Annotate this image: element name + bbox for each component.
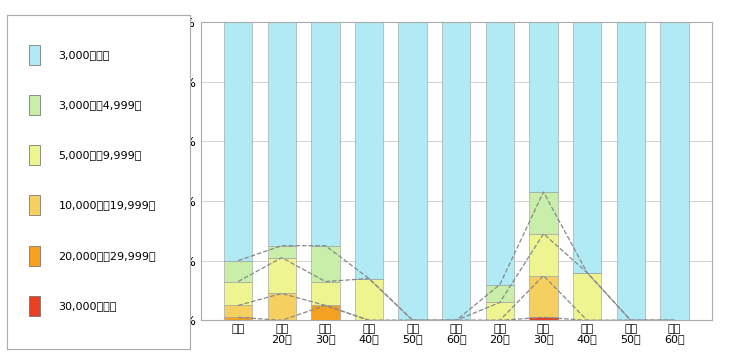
Bar (268, 293, 296, 320)
Bar (399, 22, 427, 320)
Bar (268, 258, 296, 293)
Bar (268, 22, 296, 246)
Text: 30,000円以上: 30,000円以上 (58, 301, 117, 311)
Bar (224, 317, 253, 320)
FancyBboxPatch shape (29, 95, 40, 115)
Bar (573, 273, 602, 320)
Bar (485, 22, 514, 285)
Text: 3,000円～4,999円: 3,000円～4,999円 (58, 100, 142, 110)
Bar (311, 305, 339, 320)
Bar (529, 234, 558, 276)
Bar (485, 285, 514, 302)
Bar (660, 22, 688, 320)
Bar (529, 22, 558, 192)
Bar (355, 22, 383, 278)
Bar (529, 192, 558, 234)
Text: 20,000円～29,999円: 20,000円～29,999円 (58, 251, 156, 261)
Text: 3,000円未満: 3,000円未満 (58, 50, 110, 60)
Bar (268, 246, 296, 258)
FancyBboxPatch shape (29, 246, 40, 266)
Bar (311, 281, 339, 305)
Bar (224, 281, 253, 305)
FancyBboxPatch shape (29, 145, 40, 165)
Bar (355, 278, 383, 320)
Bar (529, 276, 558, 317)
Bar (224, 22, 253, 261)
Bar (311, 22, 339, 246)
Bar (573, 22, 602, 273)
Bar (311, 246, 339, 281)
Bar (224, 305, 253, 317)
Bar (617, 22, 645, 320)
Text: 10,000円～19,999円: 10,000円～19,999円 (58, 201, 155, 210)
Bar (485, 302, 514, 320)
Bar (529, 317, 558, 320)
Text: 5,000円～9,999円: 5,000円～9,999円 (58, 150, 142, 160)
FancyBboxPatch shape (29, 195, 40, 215)
FancyBboxPatch shape (29, 45, 40, 65)
Bar (442, 22, 470, 320)
FancyBboxPatch shape (29, 296, 40, 316)
Bar (224, 261, 253, 281)
